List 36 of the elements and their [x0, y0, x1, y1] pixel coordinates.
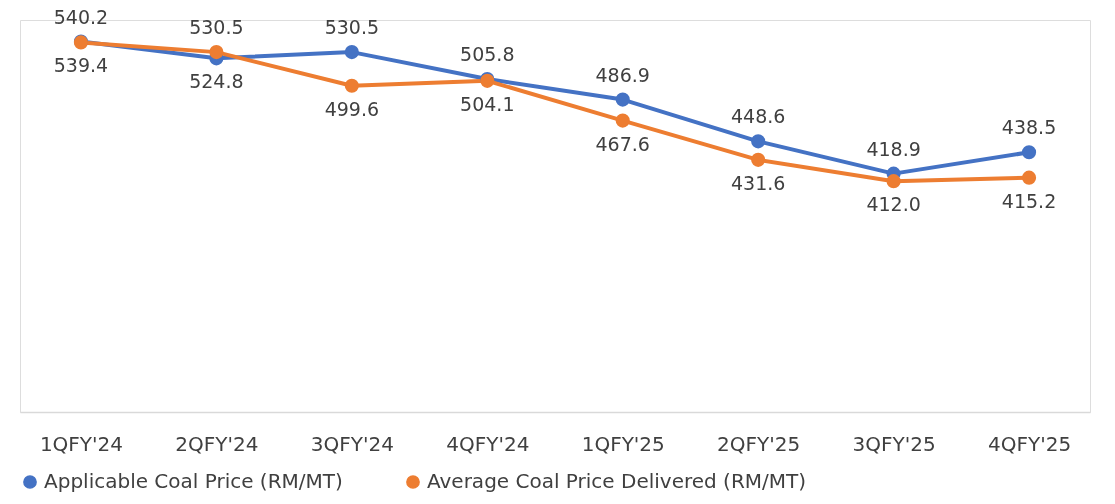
legend-label: Average Coal Price Delivered (RM/MT) — [427, 469, 807, 493]
x-tick-label: 3QFY'25 — [852, 431, 936, 456]
x-tick-label: 3QFY'24 — [310, 431, 394, 456]
data-label: 467.6 — [595, 132, 650, 155]
data-label: 530.5 — [324, 16, 380, 39]
data-label: 539.4 — [53, 54, 109, 77]
point — [751, 152, 766, 167]
point — [615, 113, 630, 128]
point — [344, 78, 359, 93]
point — [1021, 145, 1037, 160]
point — [1021, 170, 1037, 185]
point — [886, 174, 901, 189]
data-label: 438.5 — [1001, 116, 1057, 139]
point — [615, 92, 630, 107]
x-tick-label: 2QFY'24 — [175, 431, 259, 456]
data-label: 486.9 — [595, 63, 650, 86]
data-label: 499.6 — [324, 97, 380, 120]
x-tick-label: 1QFY'24 — [39, 431, 124, 456]
x-tick-label: 4QFY'25 — [987, 431, 1072, 456]
x-tick-label: 4QFY'24 — [446, 431, 530, 456]
point — [344, 45, 359, 60]
data-label: 418.9 — [866, 137, 921, 160]
data-label: 530.5 — [189, 16, 244, 39]
x-tick-label: 1QFY'25 — [581, 431, 665, 456]
data-label: 415.2 — [1001, 189, 1057, 212]
point — [209, 45, 224, 60]
data-label: 504.1 — [460, 92, 515, 115]
data-label: 412.0 — [866, 193, 921, 216]
data-label: 448.6 — [730, 105, 786, 128]
point — [751, 134, 766, 149]
data-label: 524.8 — [189, 70, 244, 93]
x-tick-label: 2QFY'25 — [717, 431, 801, 456]
legend-label: Applicable Coal Price (RM/MT) — [44, 469, 343, 493]
data-label: 431.6 — [730, 171, 786, 194]
data-label: 540.2 — [53, 5, 109, 28]
data-label: 505.8 — [460, 43, 515, 66]
